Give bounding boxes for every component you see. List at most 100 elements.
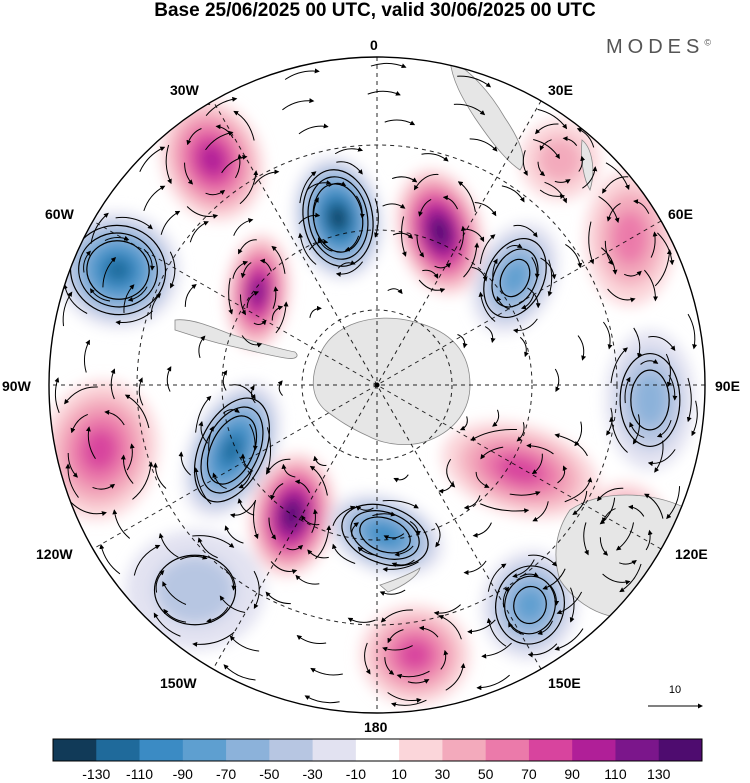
streamline-arrow <box>607 288 636 303</box>
wind-streamlines <box>49 62 698 708</box>
new-zealand <box>379 567 421 593</box>
contour-line <box>513 585 547 625</box>
streamline-arrow <box>382 500 419 509</box>
streamline-arrow <box>602 176 629 194</box>
streamline-arrow <box>83 339 90 373</box>
streamline-arrow <box>467 619 496 635</box>
streamline-arrow <box>640 359 659 365</box>
streamline-arrow <box>124 394 150 429</box>
contour-line <box>341 503 429 567</box>
streamline-arrow <box>372 511 396 517</box>
streamline-arrow <box>222 407 240 414</box>
streamline-arrow <box>357 546 378 556</box>
streamline-arrow <box>418 625 439 638</box>
anomaly-blob <box>398 639 432 671</box>
streamline-arrow <box>629 421 645 438</box>
streamline-arrow <box>459 416 468 431</box>
contour-line <box>78 232 158 308</box>
streamline-arrow <box>253 570 260 610</box>
streamline-arrow <box>486 617 507 647</box>
streamline-arrow <box>645 529 653 551</box>
streamline-arrow <box>654 440 664 473</box>
streamline-arrow <box>198 335 206 359</box>
colorbar-tick-label: 10 <box>391 766 407 782</box>
streamline-arrow <box>457 334 468 349</box>
streamline-arrow <box>249 385 256 404</box>
streamline-arrow <box>298 232 317 265</box>
streamline-arrow <box>512 318 538 334</box>
streamline-arrow <box>110 368 116 400</box>
streamline-arrow <box>206 606 229 623</box>
streamline-arrow <box>539 139 552 151</box>
streamline-arrow <box>533 138 560 160</box>
streamline-arrow <box>633 327 642 359</box>
streamline-arrow <box>465 228 485 243</box>
colorbar-swatch <box>442 739 487 761</box>
streamline-arrow <box>189 221 209 243</box>
streamline-arrow <box>253 499 259 540</box>
streamline-arrow <box>336 161 363 175</box>
streamline-arrow <box>162 581 187 605</box>
anomaly-blob <box>432 220 448 244</box>
lon-label-120e: 120E <box>675 546 708 562</box>
streamline-arrow <box>588 221 595 265</box>
lon-label-150e: 150E <box>548 675 581 691</box>
streamline-arrow <box>160 210 181 235</box>
colorbar-swatch <box>528 739 573 761</box>
streamline-arrow <box>112 509 131 539</box>
streamline-arrow <box>582 166 598 189</box>
streamline-arrow <box>230 384 256 400</box>
streamline-arrow <box>509 491 541 496</box>
streamline-arrow <box>478 291 496 322</box>
streamline-arrow <box>600 247 618 275</box>
streamline-arrow <box>564 477 593 503</box>
colorbar-tick-label: -50 <box>259 766 280 782</box>
streamline-arrow <box>186 128 202 146</box>
streamline-arrow <box>115 310 154 326</box>
streamline-arrow <box>619 563 642 593</box>
streamline-arrow <box>384 657 395 675</box>
streamline-arrow <box>143 248 155 271</box>
lon-label-60e: 60E <box>668 206 693 222</box>
colorbar-tick-label: -30 <box>302 766 323 782</box>
contour-line <box>86 240 150 300</box>
streamline-arrow <box>438 615 462 640</box>
colorbar-tick-label: 50 <box>477 766 494 782</box>
streamline-arrow <box>384 119 416 126</box>
streamline-arrow <box>382 203 406 209</box>
lon-label-90e: 90E <box>715 378 740 394</box>
streamline-arrow <box>294 479 311 494</box>
streamline-arrow <box>138 377 144 406</box>
copyright-mark: © <box>704 37 711 48</box>
contour-line <box>206 415 258 485</box>
streamline-arrow <box>143 185 166 212</box>
streamline-arrow <box>65 463 79 498</box>
colorbar-frame <box>52 738 703 762</box>
streamline-arrow <box>90 288 111 302</box>
contour-line <box>359 516 411 554</box>
contour-line <box>483 238 547 318</box>
colorbar-swatch <box>355 739 400 761</box>
streamline-arrow <box>299 171 317 204</box>
streamline-arrow <box>624 376 631 404</box>
streamline-arrow <box>192 535 235 548</box>
streamline-arrow <box>166 366 172 392</box>
streamline-arrow <box>512 559 535 579</box>
streamline-arrow <box>152 462 167 489</box>
streamline-arrow <box>334 146 364 155</box>
streamline-arrow <box>687 313 698 350</box>
streamline-arrow <box>481 642 512 659</box>
streamline-arrow <box>127 286 148 302</box>
colorbar-swatch <box>399 739 443 761</box>
streamline-arrow <box>527 643 558 658</box>
streamline-arrow <box>435 522 441 548</box>
anomaly-blob <box>284 504 300 526</box>
antarctica <box>312 317 471 445</box>
streamline-arrow <box>666 486 681 520</box>
streamline-arrow <box>393 474 409 483</box>
streamline-arrow <box>332 505 356 526</box>
streamline-arrow <box>387 692 422 703</box>
streamline-arrow <box>656 419 672 438</box>
streamline-arrow <box>487 563 507 592</box>
